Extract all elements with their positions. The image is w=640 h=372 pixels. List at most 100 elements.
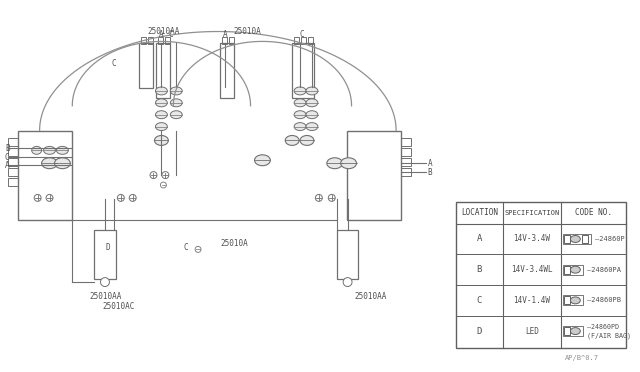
Text: C: C: [168, 30, 173, 39]
Text: AP/B^0.7: AP/B^0.7: [565, 355, 599, 361]
Text: A: A: [428, 159, 433, 168]
Text: C: C: [111, 59, 116, 68]
Circle shape: [100, 278, 109, 286]
Ellipse shape: [156, 99, 168, 107]
Ellipse shape: [340, 158, 356, 169]
Circle shape: [161, 182, 166, 188]
Bar: [563, 295, 583, 305]
Ellipse shape: [154, 135, 168, 145]
Text: 25010A: 25010A: [234, 27, 262, 36]
Text: C: C: [477, 296, 482, 305]
Ellipse shape: [300, 135, 314, 145]
Bar: [337, 230, 358, 279]
Text: —24860P: —24860P: [595, 236, 625, 242]
Circle shape: [150, 171, 157, 179]
Bar: [8, 178, 18, 186]
Circle shape: [34, 195, 41, 201]
Text: B: B: [428, 168, 433, 177]
Text: B: B: [477, 265, 482, 274]
Text: 25010A: 25010A: [221, 239, 248, 248]
Text: A: A: [159, 30, 164, 39]
Circle shape: [129, 195, 136, 201]
Bar: [308, 38, 313, 44]
Bar: [564, 235, 570, 243]
Ellipse shape: [570, 297, 580, 304]
Text: 14V-3.4W: 14V-3.4W: [513, 234, 550, 244]
Text: A: A: [223, 30, 227, 39]
Circle shape: [162, 171, 169, 179]
Text: SPECIFICATION: SPECIFICATION: [504, 210, 559, 216]
Bar: [456, 202, 626, 349]
Text: LED: LED: [525, 327, 539, 336]
Ellipse shape: [285, 135, 299, 145]
Ellipse shape: [54, 158, 70, 169]
Ellipse shape: [294, 87, 306, 95]
Text: C: C: [300, 30, 305, 39]
Text: 14V-3.4WL: 14V-3.4WL: [511, 265, 552, 274]
Bar: [159, 38, 163, 44]
Text: A: A: [5, 161, 10, 170]
Bar: [156, 44, 170, 98]
Circle shape: [195, 246, 201, 252]
Circle shape: [343, 278, 352, 286]
Bar: [141, 38, 145, 44]
Bar: [292, 44, 314, 98]
Ellipse shape: [156, 111, 168, 119]
Bar: [564, 266, 570, 274]
Bar: [94, 230, 116, 279]
Text: CODE NO.: CODE NO.: [575, 208, 612, 217]
Bar: [165, 38, 170, 44]
Ellipse shape: [156, 87, 168, 95]
Ellipse shape: [327, 158, 342, 169]
Bar: [18, 131, 72, 220]
Ellipse shape: [570, 328, 580, 334]
Bar: [8, 138, 18, 147]
Circle shape: [117, 195, 124, 201]
Text: 14V-1.4W: 14V-1.4W: [513, 296, 550, 305]
Bar: [563, 234, 591, 244]
Ellipse shape: [306, 87, 318, 95]
Bar: [582, 235, 588, 243]
Text: C: C: [184, 243, 189, 252]
Bar: [301, 38, 306, 44]
Text: —24860PA: —24860PA: [588, 267, 621, 273]
Ellipse shape: [156, 123, 168, 131]
Bar: [8, 168, 18, 176]
Text: C: C: [5, 153, 10, 162]
Ellipse shape: [570, 266, 580, 273]
Text: —24860PB: —24860PB: [588, 297, 621, 304]
Bar: [294, 38, 299, 44]
Text: 25010AA: 25010AA: [355, 292, 387, 301]
Text: —24860PD: —24860PD: [588, 324, 620, 330]
Bar: [139, 44, 152, 88]
Ellipse shape: [306, 111, 318, 119]
Ellipse shape: [255, 155, 270, 166]
Ellipse shape: [306, 123, 318, 131]
Text: 25010AA: 25010AA: [147, 27, 180, 36]
Bar: [564, 327, 570, 335]
Ellipse shape: [170, 87, 182, 95]
Bar: [401, 168, 411, 176]
Bar: [222, 38, 227, 44]
Text: 25010AC: 25010AC: [102, 302, 134, 311]
Ellipse shape: [56, 147, 68, 154]
Ellipse shape: [170, 99, 182, 107]
Ellipse shape: [294, 99, 306, 107]
Bar: [401, 138, 411, 147]
Text: (F/AIR BAG): (F/AIR BAG): [588, 333, 631, 339]
Ellipse shape: [570, 235, 580, 243]
Ellipse shape: [170, 111, 182, 119]
Circle shape: [316, 195, 323, 201]
Text: B: B: [5, 144, 10, 153]
Ellipse shape: [306, 99, 318, 107]
Bar: [8, 148, 18, 156]
Text: D: D: [477, 327, 482, 336]
Ellipse shape: [44, 147, 56, 154]
Bar: [401, 148, 411, 156]
Bar: [563, 326, 583, 336]
Text: LOCATION: LOCATION: [461, 208, 498, 217]
Text: A: A: [477, 234, 482, 244]
Ellipse shape: [294, 111, 306, 119]
Bar: [228, 38, 234, 44]
Bar: [564, 296, 570, 304]
